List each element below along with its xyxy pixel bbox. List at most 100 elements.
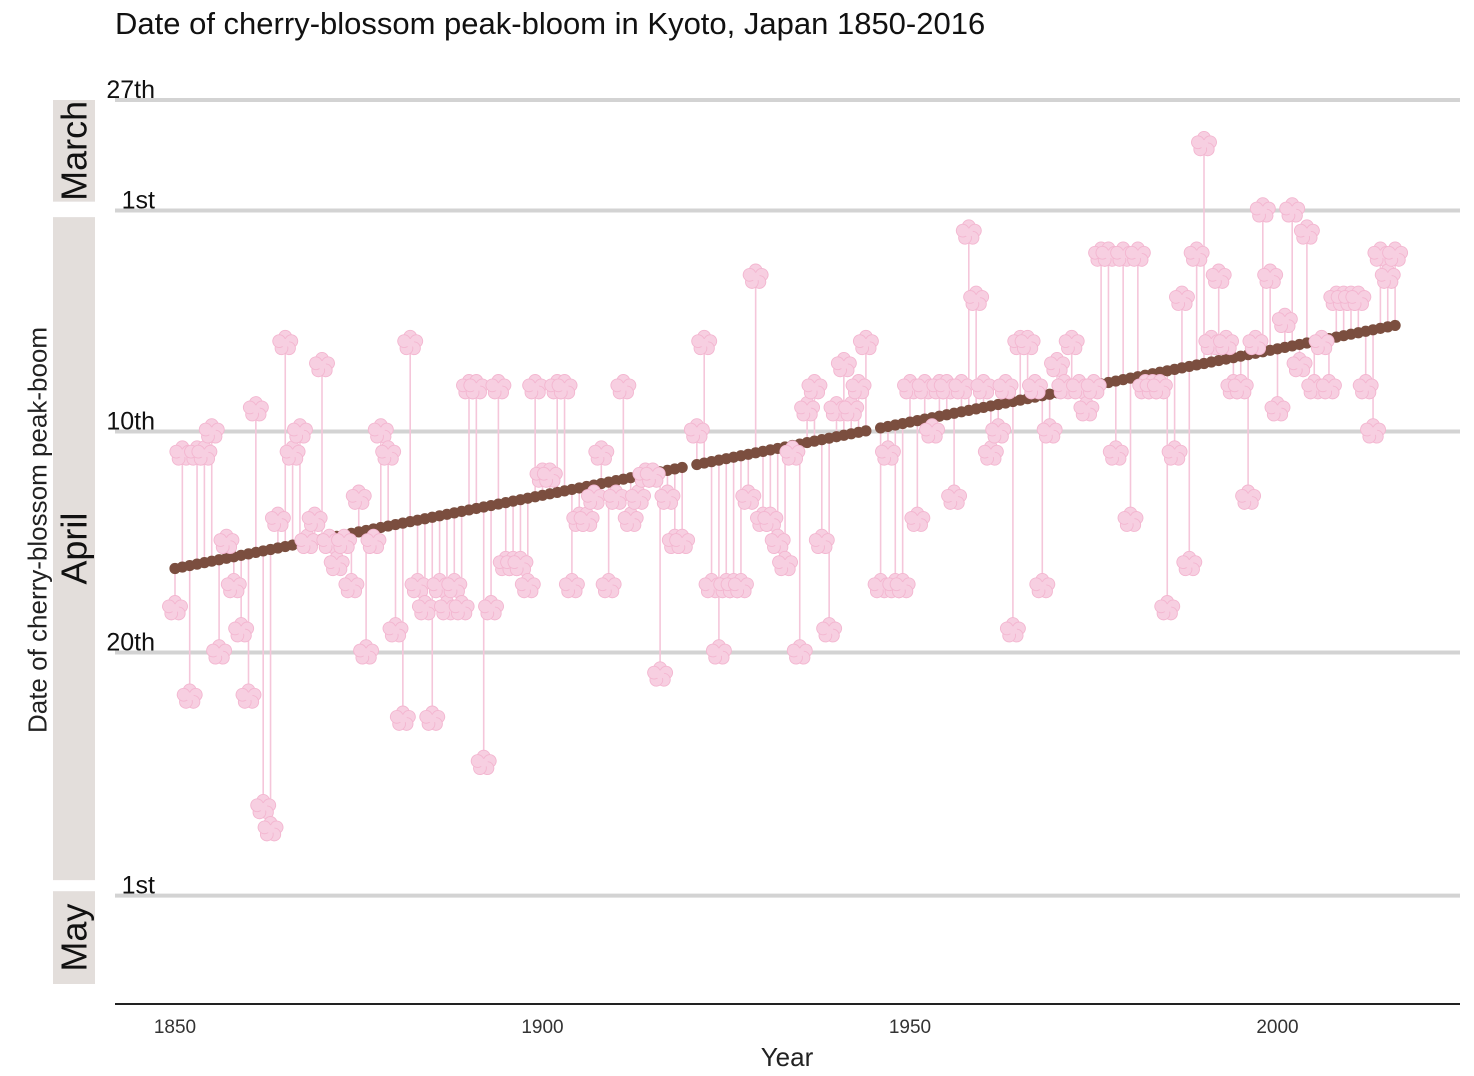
cherry-blossom-icon	[757, 506, 784, 532]
flower-center	[398, 714, 408, 723]
cherry-blossom-icon	[1154, 595, 1181, 621]
cherry-blossom-icon	[419, 705, 446, 731]
flower-center	[788, 449, 797, 458]
flower-center	[332, 559, 341, 569]
cherry-blossom-icon	[1029, 572, 1056, 599]
cherry-blossom-icon	[1191, 130, 1217, 157]
flower-center	[1265, 272, 1275, 281]
flower-center	[611, 493, 621, 502]
cherry-blossom-icon	[478, 595, 504, 621]
flower-center	[303, 537, 312, 547]
cherry-blossom-icon	[1102, 440, 1129, 466]
x-tick-label: 1950	[889, 1017, 931, 1038]
cherry-blossom-icon	[206, 639, 233, 665]
flower-center	[420, 604, 430, 613]
month-strip	[53, 217, 95, 881]
cherry-blossom-icon	[1382, 241, 1409, 267]
flower-center	[200, 449, 209, 458]
flower-center	[383, 449, 393, 458]
flower-center	[861, 338, 871, 348]
cherry-blossom-icon	[1176, 550, 1203, 577]
cherry-blossom-icon	[264, 506, 291, 532]
cherry-blossom-icon	[1286, 351, 1313, 378]
flower-center	[259, 803, 268, 812]
cherry-blossom-icon	[838, 396, 865, 422]
flower-center	[795, 648, 804, 657]
flower-center	[347, 582, 356, 591]
flower-center	[222, 537, 231, 547]
cherry-blossom-icon	[257, 816, 284, 842]
flower-center	[751, 272, 760, 281]
cherry-blossom-icon	[875, 440, 901, 466]
month-strips: March April May	[53, 100, 95, 984]
flower-center	[714, 648, 724, 657]
cherry-blossom-icon	[463, 374, 490, 400]
flower-center	[523, 582, 532, 591]
flower-center	[288, 449, 297, 458]
cherry-blossom-icon	[345, 484, 372, 510]
cherry-blossom-icon	[176, 683, 203, 709]
cherry-blossom-icon	[367, 418, 394, 444]
cherry-blossom-icon	[625, 484, 651, 510]
flower-center	[1045, 427, 1054, 436]
flower-center	[560, 383, 569, 392]
cherry-blossom-icon	[242, 396, 269, 422]
flower-center	[1038, 582, 1047, 591]
cherry-blossom-icon	[1345, 285, 1372, 311]
flower-center	[802, 405, 812, 414]
y-tick-label: 10th	[106, 408, 155, 436]
cherry-blossom-icon	[1124, 241, 1151, 267]
cherry-blossom-icon	[338, 572, 365, 599]
cherry-blossom-icon	[1044, 351, 1070, 378]
cherry-blossom-icon	[1257, 263, 1284, 289]
flower-center	[619, 383, 628, 392]
flower-center	[1163, 604, 1172, 613]
cherry-blossom-icon	[1279, 197, 1306, 223]
flower-center	[1067, 338, 1076, 348]
flower-center	[494, 383, 503, 392]
cherry-blossom-icon	[514, 572, 541, 599]
flower-center	[472, 383, 481, 392]
cherry-blossom-icon	[272, 329, 299, 356]
flower-center	[883, 449, 893, 458]
y-axis-title: Date of cherry-blossom peak-boom	[22, 326, 53, 734]
flower-center	[207, 427, 216, 436]
cherry-blossom-icon	[639, 462, 666, 488]
chart-title: Date of cherry-blossom peak-bloom in Kyo…	[115, 6, 986, 41]
cherry-blossom-icon	[213, 528, 240, 555]
cherry-blossom-icon	[1293, 219, 1320, 245]
cherry-blossom-icon	[985, 418, 1012, 444]
flower-center	[839, 361, 849, 370]
flower-center	[1251, 338, 1260, 348]
cherry-blossom-icon	[558, 572, 585, 599]
x-tick-label: 1900	[521, 1017, 563, 1038]
flower-center	[1383, 272, 1392, 281]
cherry-blossom-icon	[1022, 374, 1048, 400]
y-tick-label: 1st	[122, 872, 155, 900]
cherry-blossom-icon	[411, 595, 438, 621]
cherry-blossom-icon	[522, 374, 549, 400]
flower-center	[376, 427, 385, 436]
cherry-blossom-icon	[794, 396, 821, 422]
flower-center	[1001, 383, 1010, 392]
flower-center	[369, 537, 378, 547]
flower-center	[1258, 206, 1267, 215]
flower-center	[677, 537, 687, 547]
cherry-blossom-icon	[1205, 263, 1232, 289]
flower-center	[589, 493, 599, 502]
flower-center	[1368, 427, 1378, 436]
flower-center	[979, 383, 988, 392]
cherry-blossom-icon	[1117, 506, 1144, 532]
flower-center	[1295, 361, 1304, 370]
cherry-blossom-icon	[191, 440, 218, 466]
cherry-blossom-icon	[1352, 374, 1379, 400]
flower-center	[244, 692, 253, 701]
flower-center	[655, 670, 665, 679]
flower-center	[273, 515, 283, 525]
cherry-blossom-icon	[816, 617, 843, 643]
cherry-blossom-icon	[331, 528, 357, 555]
flower-center	[597, 449, 606, 458]
cherry-blossom-icon	[279, 440, 306, 466]
y-tick-label: 1st	[122, 187, 155, 215]
flower-center	[604, 582, 613, 591]
